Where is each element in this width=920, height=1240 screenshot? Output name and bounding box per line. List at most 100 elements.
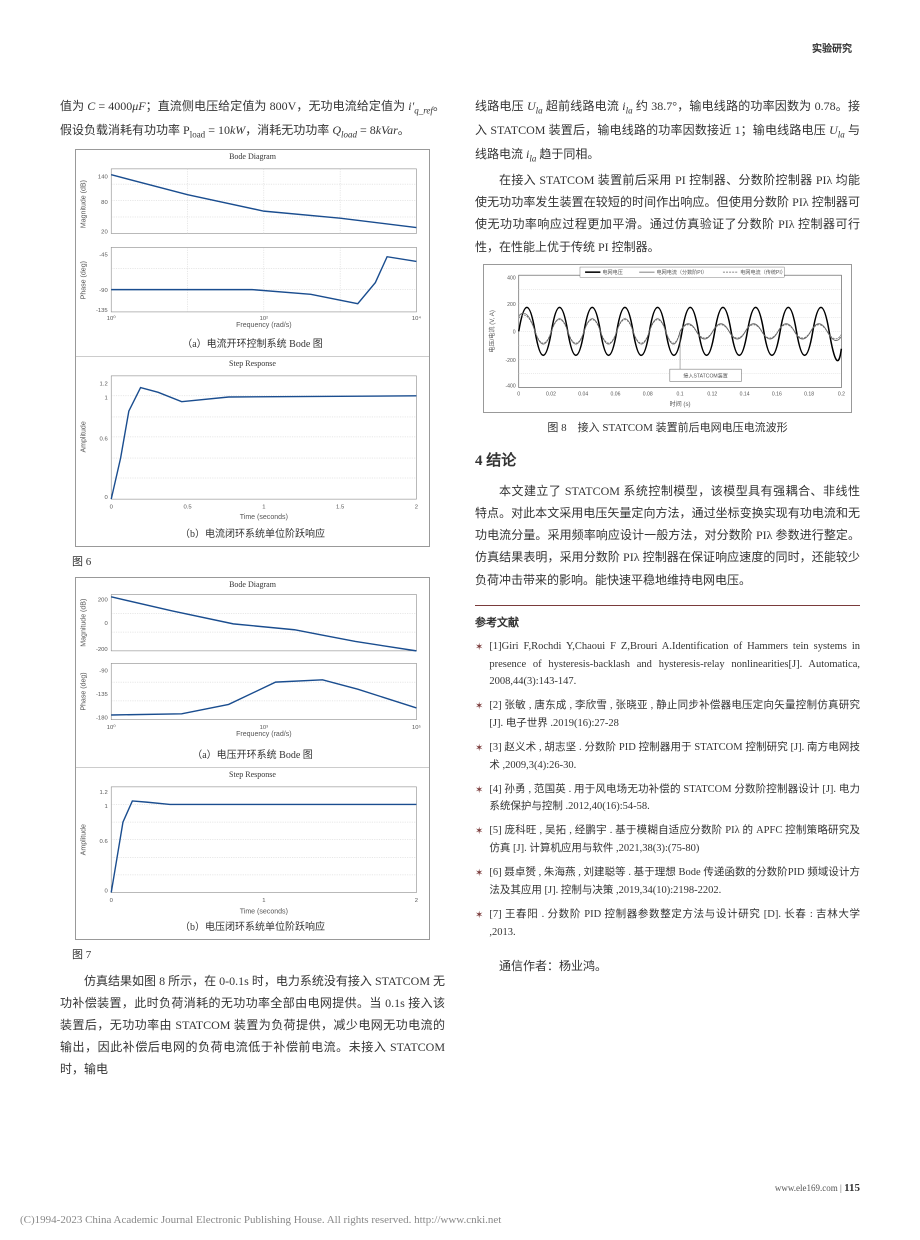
reference-item: ✶[2] 张敏 , 唐东成 , 李欣雪 , 张晓亚 , 静止同步补偿器电压定向矢… (475, 697, 860, 733)
svg-text:0.2: 0.2 (838, 392, 845, 398)
svg-text:-135: -135 (96, 308, 108, 314)
footer-site: www.ele169.com (775, 1183, 838, 1193)
fig8-chart: 接入STATCOM装置 电网电压 电网电流（分数阶PI） 电网电流（传统PI） … (484, 265, 852, 408)
svg-text:10⁵: 10⁵ (412, 724, 422, 731)
svg-text:0.08: 0.08 (643, 392, 653, 398)
left-para-2: 仿真结果如图 8 所示，在 0-0.1s 时，电力系统没有接入 STATCOM … (60, 970, 445, 1081)
svg-text:400: 400 (507, 275, 516, 281)
svg-text:1.5: 1.5 (336, 505, 345, 511)
svg-text:0.6: 0.6 (100, 839, 108, 845)
svg-text:2: 2 (415, 505, 418, 511)
fig6-mag-chart: 140 80 20 Magnitude (dB) (76, 163, 428, 245)
fig7-caption-a: （a）电压开环系统 Bode 图 (76, 744, 428, 767)
svg-text:1.2: 1.2 (100, 382, 108, 388)
svg-text:Amplitude: Amplitude (81, 823, 88, 854)
fig7-caption: 图 7 (72, 946, 445, 962)
svg-text:1: 1 (263, 897, 266, 903)
svg-text:接入STATCOM装置: 接入STATCOM装置 (683, 372, 728, 379)
reference-bullet-icon: ✶ (475, 864, 483, 900)
svg-text:Magnitude (dB): Magnitude (dB) (81, 180, 88, 228)
svg-text:1: 1 (263, 505, 266, 511)
svg-text:0.5: 0.5 (184, 505, 193, 511)
svg-text:-200: -200 (96, 647, 108, 653)
copyright-notice: (C)1994-2023 China Academic Journal Elec… (20, 1214, 501, 1226)
svg-text:0: 0 (105, 621, 109, 627)
reference-text: [3] 赵义术 , 胡志坚 . 分数阶 PID 控制器用于 STATCOM 控制… (489, 739, 860, 775)
fig7-mag-chart: 200 0 -200 Magnitude (dB) (76, 591, 428, 661)
reference-bullet-icon: ✶ (475, 781, 483, 817)
svg-text:80: 80 (102, 200, 109, 206)
svg-text:-400: -400 (505, 383, 515, 389)
fig7-caption-b: （b）电压闭环系统单位阶跃响应 (76, 916, 428, 939)
svg-text:0: 0 (517, 392, 520, 398)
fig7-step-title: Step Response (76, 768, 428, 781)
svg-text:-135: -135 (96, 693, 108, 699)
reference-item: ✶[6] 聂卓赟 , 朱海燕 , 刘建聪等 . 基于理想 Bode 传递函数的分… (475, 864, 860, 900)
left-column: 值为 C = 4000μF；直流侧电压给定值为 800V，无功电流给定值为 i'… (60, 95, 445, 1210)
reference-bullet-icon: ✶ (475, 638, 483, 692)
svg-text:Phase (deg): Phase (deg) (81, 261, 88, 299)
fig6-phase-chart: -45 -90 -135 Phase (deg) Frequency (rad/… (76, 245, 428, 333)
fig7-title: Bode Diagram (76, 578, 428, 591)
references-header: 参考文献 (475, 614, 860, 630)
fig6-caption: 图 6 (72, 553, 445, 569)
right-para-2: 在接入 STATCOM 装置前后采用 PI 控制器、分数阶控制器 PIλ 均能使… (475, 169, 860, 258)
conclusion-text: 本文建立了 STATCOM 系统控制模型，该模型具有强耦合、非线性特点。对此本文… (475, 480, 860, 591)
svg-text:10⁰: 10⁰ (107, 724, 117, 731)
svg-text:0.16: 0.16 (772, 392, 782, 398)
svg-text:0: 0 (513, 329, 516, 335)
svg-text:电网电压: 电网电压 (602, 269, 622, 276)
fig6-title: Bode Diagram (76, 150, 428, 163)
svg-text:0.06: 0.06 (610, 392, 620, 398)
page-number: 115 (844, 1182, 860, 1194)
svg-text:0: 0 (105, 888, 109, 894)
svg-text:200: 200 (98, 597, 109, 603)
divider (475, 605, 860, 606)
fig6-caption-a: （a）电流开环控制系统 Bode 图 (76, 333, 428, 356)
reference-bullet-icon: ✶ (475, 822, 483, 858)
reference-text: [5] 庞科旺 , 吴拓 , 经鹏宇 . 基于模糊自适应分数阶 PIλ 的 AP… (489, 822, 860, 858)
reference-item: ✶[3] 赵义术 , 胡志坚 . 分数阶 PID 控制器用于 STATCOM 控… (475, 739, 860, 775)
svg-text:电网电流（分数阶PI）: 电网电流（分数阶PI） (656, 269, 707, 276)
svg-text:时间 (s): 时间 (s) (669, 400, 690, 408)
header-category: 实验研究 (60, 40, 860, 55)
fig7-step-chart: 1.2 1 0.6 0 Amplitude Time (seconds) 0 1… (76, 781, 428, 916)
svg-text:1.2: 1.2 (100, 789, 108, 795)
svg-text:0: 0 (105, 495, 109, 501)
svg-text:10²: 10² (260, 316, 269, 322)
reference-text: [1]Giri F,Rochdi Y,Chaoui F Z,Brouri A.I… (489, 638, 860, 692)
svg-text:电压/电流 (V, A): 电压/电流 (V, A) (488, 310, 496, 353)
svg-text:0.04: 0.04 (578, 392, 588, 398)
svg-text:0.14: 0.14 (739, 392, 749, 398)
intro-text: 值为 C = 4000μF；直流侧电压给定值为 800V，无功电流给定值为 i'… (60, 95, 445, 143)
svg-text:电网电流（传统PI）: 电网电流（传统PI） (740, 269, 786, 276)
svg-text:-90: -90 (100, 669, 109, 675)
svg-text:0.12: 0.12 (707, 392, 717, 398)
svg-text:-200: -200 (505, 358, 515, 364)
svg-text:Frequency (rad/s): Frequency (rad/s) (236, 322, 291, 329)
reference-text: [6] 聂卓赟 , 朱海燕 , 刘建聪等 . 基于理想 Bode 传递函数的分数… (489, 864, 860, 900)
fig8-caption: 图 8 接入 STATCOM 装置前后电网电压电流波形 (475, 419, 860, 435)
svg-text:0: 0 (110, 505, 114, 511)
references-list: ✶[1]Giri F,Rochdi Y,Chaoui F Z,Brouri A.… (475, 638, 860, 942)
fig6-step-title: Step Response (76, 357, 428, 370)
svg-text:0.6: 0.6 (100, 437, 108, 443)
reference-item: ✶[5] 庞科旺 , 吴拓 , 经鹏宇 . 基于模糊自适应分数阶 PIλ 的 A… (475, 822, 860, 858)
svg-text:2: 2 (415, 897, 418, 903)
svg-text:Amplitude: Amplitude (81, 421, 88, 452)
reference-item: ✶[4] 孙勇 , 范国英 . 用于风电场无功补偿的 STATCOM 分数阶控制… (475, 781, 860, 817)
svg-text:10⁰: 10⁰ (107, 315, 117, 322)
section-4-header: 4 结论 (475, 449, 860, 470)
right-para-1: 线路电压 Ula 超前线路电流 ila 约 38.7°，输电线路的功率因数为 0… (475, 95, 860, 167)
svg-text:140: 140 (98, 174, 109, 180)
reference-text: [2] 张敏 , 唐东成 , 李欣雪 , 张晓亚 , 静止同步补偿器电压定向矢量… (489, 697, 860, 733)
svg-text:1: 1 (105, 804, 108, 810)
reference-item: ✶[1]Giri F,Rochdi Y,Chaoui F Z,Brouri A.… (475, 638, 860, 692)
svg-text:-180: -180 (96, 716, 108, 722)
svg-text:0: 0 (110, 897, 114, 903)
fig7-phase-chart: -90 -135 -180 Phase (deg) Frequency (rad… (76, 661, 428, 743)
svg-text:Time (seconds): Time (seconds) (240, 514, 288, 521)
svg-text:0.02: 0.02 (546, 392, 556, 398)
figure-7: Bode Diagram 200 0 -200 Magnitude (dB) (75, 577, 429, 940)
reference-item: ✶[7] 王春阳 . 分数阶 PID 控制器参数整定方法与设计研究 [D]. 长… (475, 906, 860, 942)
